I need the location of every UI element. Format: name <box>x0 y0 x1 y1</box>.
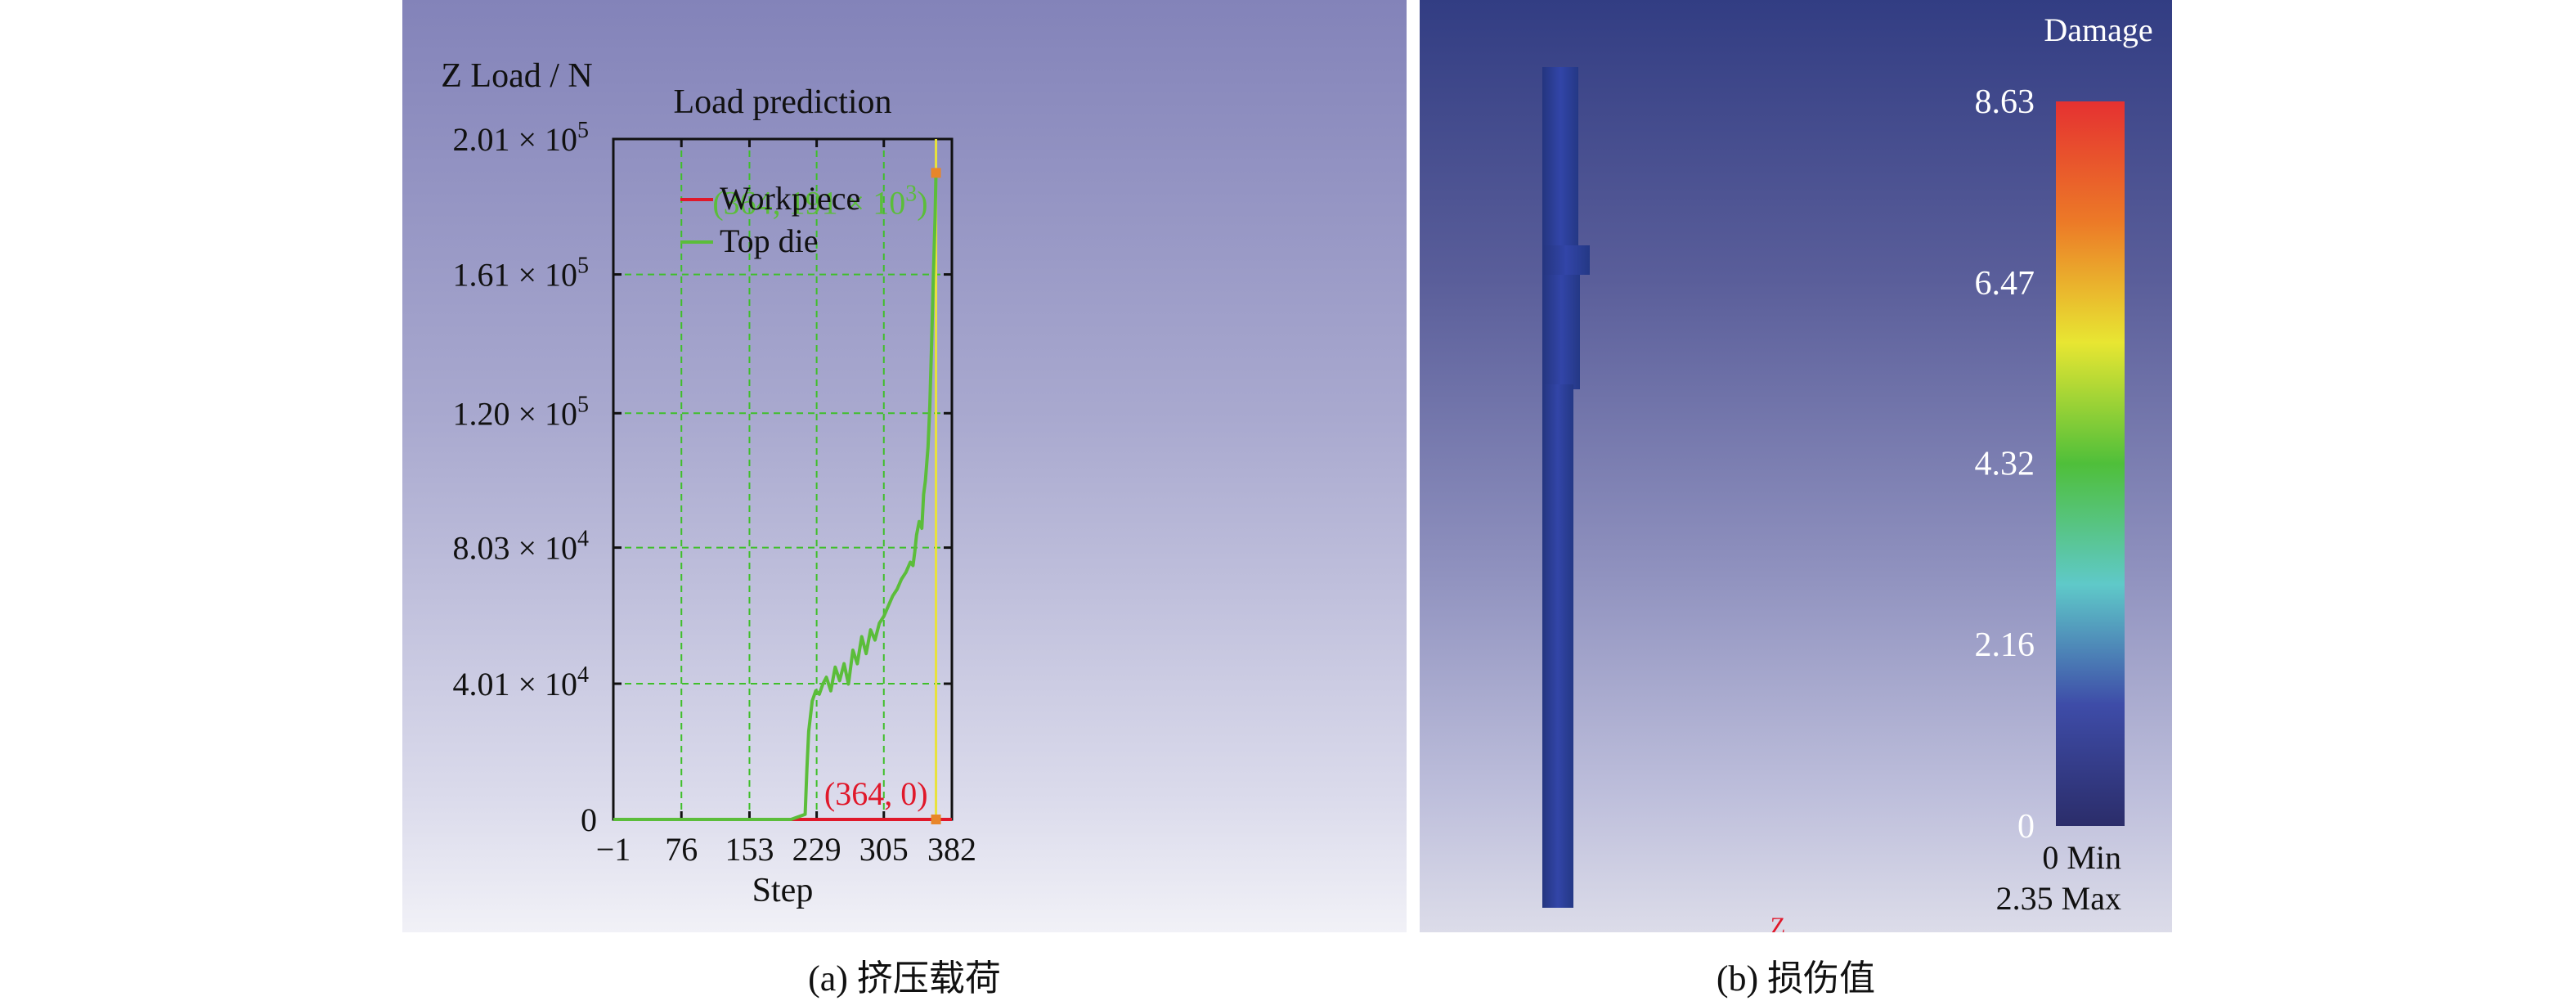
legend-label: Workpiece <box>720 180 860 217</box>
workpiece-part <box>1542 67 1590 908</box>
x-tick-label: −1 <box>596 831 631 868</box>
max-label: 2.35 Max <box>1996 880 2121 917</box>
annotation-point <box>931 168 941 178</box>
peak-annotation: (364, 191 × 103) <box>712 181 927 221</box>
z-axis-marker: Z <box>1770 913 1785 932</box>
y-tick-label: 0 <box>581 801 597 838</box>
min-label: 0 Min <box>2042 839 2121 876</box>
colorbar-tick-label: 2.16 <box>1975 626 2035 664</box>
x-tick-label: 229 <box>792 831 841 868</box>
zero-annotation: (364, 0) <box>824 775 928 812</box>
load-chart: −1 76 153 229 305 382 0 4.01 × 104 8.03 × 104 1.2… <box>441 57 976 909</box>
damage-panel: Damage 8.63 6.47 4.32 2.16 0 0 Min 2.35 Max … <box>1420 0 2172 932</box>
x-axis-label: Step <box>752 872 814 909</box>
damage-view: Damage 8.636.474.322.160 0 Min 2.35 Max … <box>1542 11 2153 932</box>
damage-colorbar <box>2056 101 2125 826</box>
x-tick-label: 153 <box>725 831 774 868</box>
colorbar-title: Damage <box>2044 11 2152 48</box>
y-tick-label: 1.61 × 105 <box>452 254 589 294</box>
colorbar-tick-label: 0 <box>2017 808 2035 846</box>
annotation-point <box>931 815 941 824</box>
y-tick-label: 2.01 × 105 <box>452 118 589 158</box>
load-chart-panel: −1 76 153 229 305 382 0 4.01 × 104 8.03 × 104 1.2… <box>402 0 1407 932</box>
series-top-die <box>613 173 938 821</box>
colorbar-tick-label: 4.32 <box>1975 445 2035 483</box>
x-tick-label: 76 <box>665 831 698 868</box>
chart-title: Load prediction <box>673 83 891 121</box>
colorbar-tick-label: 6.47 <box>1975 265 2035 303</box>
caption-b: (b) 损伤值 <box>1716 958 1876 999</box>
y-axis-label: Z Load / N <box>441 57 592 95</box>
y-tick-label: 8.03 × 104 <box>452 527 589 567</box>
y-tick-label: 1.20 × 105 <box>452 392 589 432</box>
legend-label: Top die <box>720 222 819 259</box>
x-tick-label: 305 <box>859 831 909 868</box>
x-tick-label: 382 <box>927 831 976 868</box>
caption-a: (a) 挤压载荷 <box>808 958 1001 999</box>
colorbar-tick-label: 8.63 <box>1975 83 2035 121</box>
y-tick-label: 4.01 × 104 <box>452 662 589 702</box>
